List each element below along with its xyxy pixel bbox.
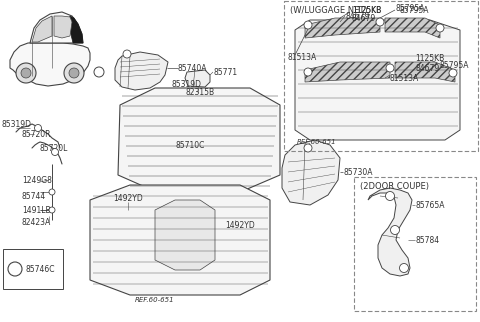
Circle shape [123, 50, 131, 58]
Text: 85795A: 85795A [440, 61, 469, 70]
Text: a: a [307, 146, 310, 150]
Text: 85765A: 85765A [415, 201, 444, 210]
Circle shape [304, 68, 312, 76]
Text: 1491LB: 1491LB [22, 205, 50, 214]
Text: 1492YD: 1492YD [225, 221, 255, 230]
Text: 85795A: 85795A [400, 5, 430, 14]
Text: 81513A: 81513A [390, 73, 419, 82]
Text: a: a [125, 52, 129, 56]
Polygon shape [115, 52, 168, 90]
Circle shape [16, 63, 36, 83]
Text: a: a [97, 70, 101, 74]
Polygon shape [305, 62, 390, 82]
Text: a: a [13, 267, 17, 271]
Text: 84679: 84679 [352, 14, 376, 23]
Circle shape [304, 144, 312, 152]
Polygon shape [155, 200, 215, 270]
Circle shape [64, 63, 84, 83]
Text: REF.60-651: REF.60-651 [297, 139, 336, 145]
Text: 85771: 85771 [213, 68, 237, 77]
Text: 85720L: 85720L [40, 144, 68, 153]
Text: 85319D: 85319D [172, 80, 202, 89]
Circle shape [35, 125, 41, 131]
Circle shape [51, 148, 59, 156]
Polygon shape [185, 70, 210, 87]
Text: 85720R: 85720R [22, 129, 51, 138]
Text: 85740A: 85740A [178, 63, 207, 72]
Text: REF.60-651: REF.60-651 [135, 297, 175, 303]
Text: 85784: 85784 [415, 235, 439, 244]
Polygon shape [68, 16, 83, 43]
Polygon shape [30, 12, 83, 43]
Circle shape [49, 189, 55, 195]
Text: 1125KB: 1125KB [352, 5, 381, 14]
Text: 85746C: 85746C [26, 264, 56, 273]
Circle shape [399, 263, 408, 272]
Circle shape [94, 67, 104, 77]
Text: 1492YD: 1492YD [113, 194, 143, 203]
Polygon shape [295, 20, 460, 140]
Circle shape [449, 69, 457, 77]
Circle shape [385, 192, 395, 201]
Text: 84679: 84679 [345, 12, 369, 21]
Circle shape [391, 225, 399, 234]
Text: 85795A: 85795A [395, 4, 424, 13]
Text: 1125KB: 1125KB [352, 5, 381, 14]
Text: 85730A: 85730A [343, 167, 372, 176]
Text: 1249G8: 1249G8 [22, 175, 52, 185]
Circle shape [21, 68, 31, 78]
Text: 1125KB: 1125KB [415, 53, 444, 62]
Text: 85319D: 85319D [2, 119, 32, 128]
Polygon shape [395, 62, 455, 82]
Text: 81513A: 81513A [288, 52, 317, 62]
Polygon shape [385, 18, 440, 38]
Polygon shape [118, 88, 280, 190]
Circle shape [376, 18, 384, 26]
Text: 82423A: 82423A [22, 217, 51, 226]
Circle shape [304, 21, 312, 29]
Polygon shape [10, 43, 90, 86]
Polygon shape [54, 16, 72, 38]
Circle shape [49, 207, 55, 213]
Text: 82315B: 82315B [185, 88, 214, 97]
Polygon shape [90, 185, 270, 295]
Text: 84679: 84679 [415, 63, 439, 72]
Text: (2DOOR COUPE): (2DOOR COUPE) [360, 182, 429, 191]
Polygon shape [32, 16, 52, 42]
Circle shape [69, 68, 79, 78]
Circle shape [8, 262, 22, 276]
Polygon shape [305, 18, 380, 38]
Text: 85710C: 85710C [175, 140, 204, 149]
Text: 85744: 85744 [22, 192, 46, 201]
Polygon shape [282, 140, 340, 205]
Circle shape [436, 24, 444, 32]
Polygon shape [368, 188, 412, 276]
Text: (W/LUGGAGE NET): (W/LUGGAGE NET) [290, 5, 368, 14]
Circle shape [386, 64, 394, 72]
